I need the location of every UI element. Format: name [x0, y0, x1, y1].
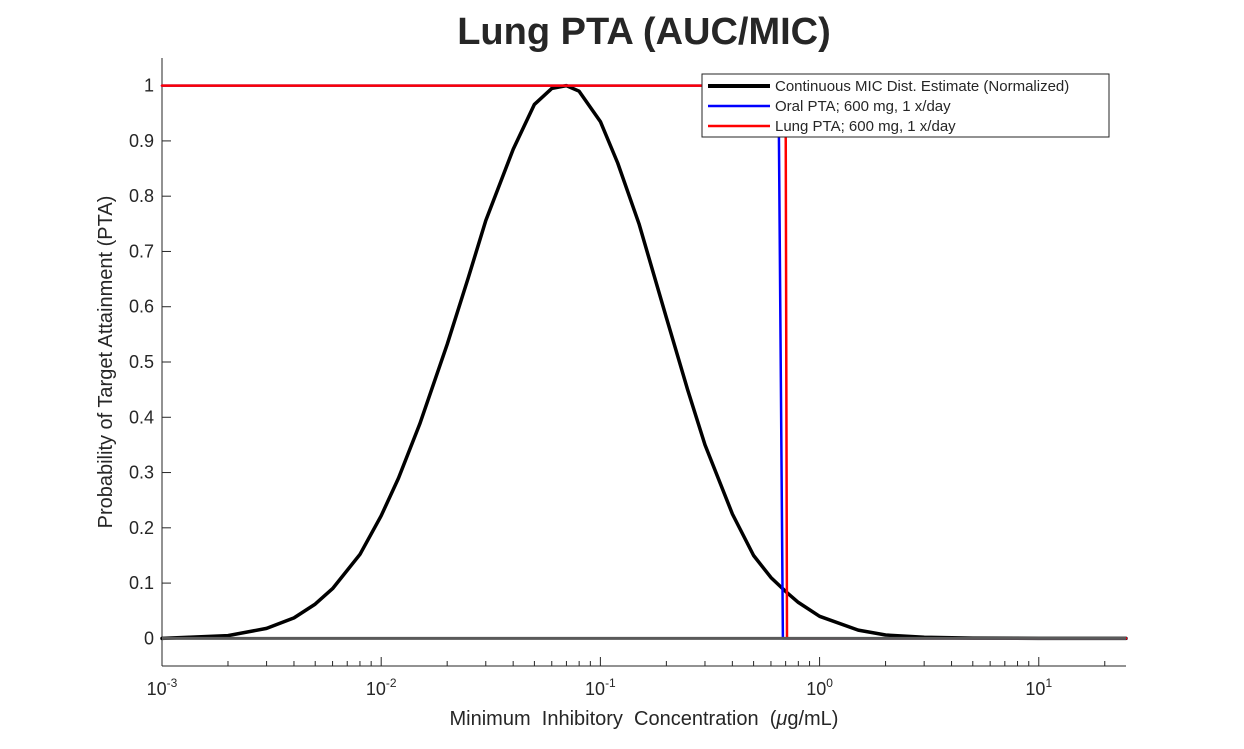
x-tick-label: 10-1: [585, 676, 616, 699]
chart-title: Lung PTA (AUC/MIC): [457, 11, 831, 53]
y-tick-label: 0.7: [129, 241, 154, 261]
plot-lines: [160, 83, 1128, 641]
y-axis-label: Probability of Target Attainment (PTA): [95, 196, 117, 529]
axes-frame: [161, 58, 1126, 667]
y-tick-label: 0.9: [129, 131, 154, 151]
x-tick-label: 10-3: [147, 676, 178, 699]
x-tick-base: 10: [366, 679, 386, 699]
legend-label-1: Oral PTA; 600 mg, 1 x/day: [775, 98, 951, 115]
x-label-paren: (: [770, 708, 777, 730]
x-label-word-3: Concentration: [634, 708, 759, 730]
x-tick-exponent: 1: [1045, 676, 1052, 690]
y-tick-label: 0: [144, 628, 154, 648]
x-tick-exponent: -2: [386, 676, 397, 690]
series-lung-pta: [160, 84, 1128, 640]
x-tick-base: 10: [806, 679, 826, 699]
legend-label-2: Lung PTA; 600 mg, 1 x/day: [775, 118, 956, 135]
series-mic-distribution: [160, 83, 1128, 641]
y-ticks: 0 0.1 0.2 0.3 0.4 0.5 0.6 0.7 0.8 0.9 1: [129, 76, 171, 648]
x-tick-exponent: -1: [605, 676, 616, 690]
x-label-mu: μ: [775, 708, 787, 730]
x-label-word-2: Inhibitory: [542, 708, 623, 730]
y-tick-label: 0.2: [129, 518, 154, 538]
x-tick-base: 10: [1025, 679, 1045, 699]
x-label-unit: g/mL): [787, 708, 838, 730]
series-oral-pta: [160, 84, 1128, 640]
x-tick-label: 101: [1025, 676, 1052, 699]
x-tick-exponent: -3: [167, 676, 178, 690]
x-tick-base: 10: [147, 679, 167, 699]
y-tick-label: 1: [144, 76, 154, 96]
x-tick-base: 10: [585, 679, 605, 699]
x-ticks: 10-3 10-2 10-1 100 101: [147, 657, 1106, 699]
legend: Continuous MIC Dist. Estimate (Normalize…: [701, 73, 1110, 138]
y-tick-label: 0.3: [129, 463, 154, 483]
x-tick-exponent: 0: [826, 676, 833, 690]
x-axis-label: Minimum Inhibitory Concentration (μg/mL): [450, 708, 839, 730]
y-tick-label: 0.8: [129, 186, 154, 206]
x-tick-label: 100: [806, 676, 833, 699]
x-label-word-1: Minimum: [450, 708, 531, 730]
y-tick-label: 0.4: [129, 407, 154, 427]
y-tick-label: 0.1: [129, 573, 154, 593]
y-tick-label: 0.6: [129, 297, 154, 317]
y-tick-label: 0.5: [129, 352, 154, 372]
x-tick-label: 10-2: [366, 676, 397, 699]
legend-label-0: Continuous MIC Dist. Estimate (Normalize…: [775, 78, 1069, 95]
